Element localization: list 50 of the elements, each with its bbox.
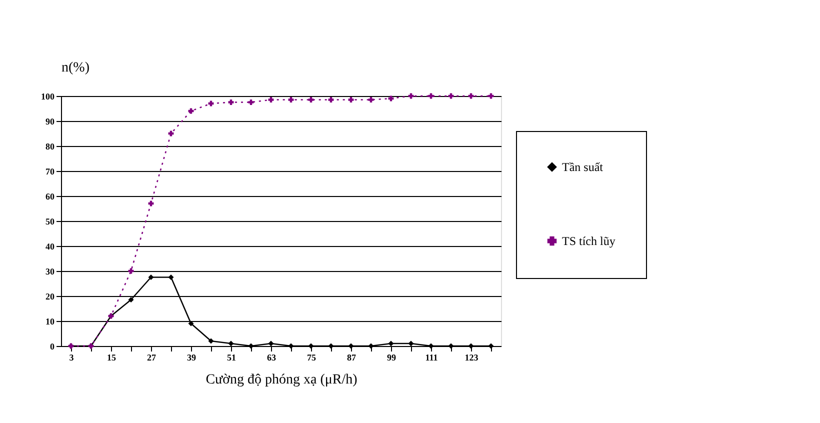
point — [388, 340, 394, 346]
point — [288, 97, 294, 102]
y-tick-label: 90 — [46, 116, 55, 126]
legend-label: Tần suất — [562, 160, 604, 174]
y-tick-label: 30 — [46, 266, 55, 276]
point — [348, 97, 354, 102]
y-tick-label: 20 — [46, 292, 55, 302]
x-tick-label: 27 — [147, 352, 156, 362]
x-tick-label: 99 — [387, 352, 396, 362]
point — [488, 343, 494, 349]
point — [328, 97, 334, 102]
point — [368, 343, 374, 349]
point — [308, 97, 314, 102]
point — [428, 343, 434, 349]
point — [328, 343, 334, 349]
point — [308, 343, 314, 349]
x-tick-label: 39 — [187, 352, 196, 362]
x-tick-label: 3 — [69, 352, 74, 362]
point — [268, 97, 274, 102]
y-tick-label: 10 — [46, 316, 55, 326]
x-tick-label: 123 — [464, 352, 479, 362]
point — [288, 343, 294, 349]
point — [268, 340, 274, 346]
y-tick-label: 50 — [46, 216, 55, 226]
y-tick-label: 60 — [46, 192, 55, 202]
legend-label: TS tích lũy — [562, 234, 616, 248]
point — [188, 320, 194, 326]
point — [368, 97, 374, 102]
point — [468, 343, 474, 349]
y-axis-title: n(%) — [62, 60, 90, 76]
x-tick-label: 87 — [347, 352, 356, 362]
y-tick-label: 40 — [46, 242, 55, 252]
y-tick-label: 80 — [46, 142, 55, 152]
x-tick-label: 15 — [107, 352, 116, 362]
point — [408, 340, 414, 346]
point — [248, 100, 254, 105]
x-tick-label: 63 — [267, 352, 276, 362]
x-tick-label: 51 — [227, 352, 236, 362]
x-axis-title: Cường độ phóng xạ (μR/h) — [206, 372, 358, 388]
point — [228, 100, 234, 105]
point — [248, 343, 254, 349]
point — [448, 343, 454, 349]
point — [348, 343, 354, 349]
point — [208, 338, 214, 344]
x-tick-label: 111 — [425, 352, 438, 362]
y-tick-label: 0 — [50, 342, 55, 352]
y-tick-label: 100 — [41, 92, 55, 102]
y-tick-label: 70 — [46, 166, 55, 176]
point — [228, 340, 234, 346]
x-tick-label: 75 — [307, 352, 316, 362]
